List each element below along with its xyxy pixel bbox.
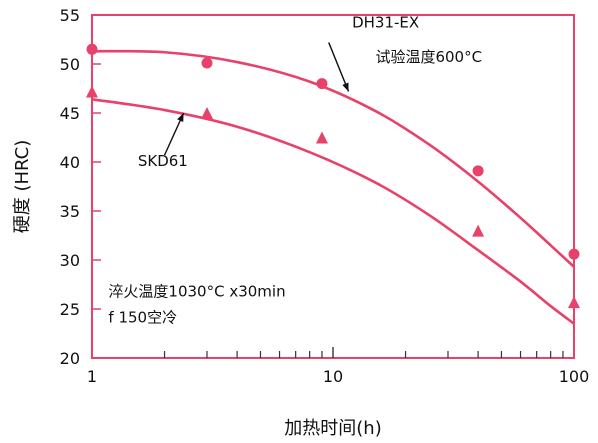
- data-point-dh31-ex: [201, 57, 213, 69]
- data-point-skd61: [472, 224, 485, 237]
- x-tick-label: 1: [87, 367, 97, 386]
- y-tick-label: 20: [60, 349, 80, 368]
- annotation-arrow-head: [177, 113, 184, 122]
- data-point-skd61: [315, 131, 328, 144]
- x-axis-title: 加热时间(h): [284, 418, 381, 439]
- data-point-dh31-ex: [316, 78, 328, 90]
- chart-annotation: f 150空冷: [108, 309, 177, 327]
- fit-curve-dh31-ex: [91, 49, 575, 268]
- chart-annotation: 试验温度600°C: [375, 48, 482, 66]
- data-point-skd61: [200, 107, 213, 119]
- chart-annotation: SKD61: [138, 152, 188, 170]
- y-tick-label: 25: [60, 300, 80, 319]
- plot-area-frame: [91, 14, 575, 359]
- data-point-dh31-ex: [472, 165, 484, 177]
- data-point-skd61: [86, 85, 98, 98]
- y-tick-label: 30: [60, 251, 80, 270]
- annotation-arrows: [163, 42, 350, 156]
- data-point-skd61: [568, 296, 580, 309]
- fit-curve-skd61: [91, 97, 575, 325]
- x-tick-label: 10: [323, 367, 343, 386]
- annotations: DH31-EX 试验温度600°C SKD61 淬火温度1030°C x30min f …: [108, 14, 482, 327]
- fit-curves: [91, 49, 575, 325]
- data-points: [86, 43, 580, 309]
- y-tick-label: 45: [60, 104, 80, 123]
- y-axis-title: 硬度 (HRC): [12, 140, 33, 233]
- annotation-arrow-line: [328, 42, 350, 92]
- y-tick-label: 50: [60, 55, 80, 74]
- x-tick-label: 100: [559, 367, 590, 386]
- chart-annotation: 淬火温度1030°C x30min: [108, 282, 285, 300]
- axis-ticks: [92, 63, 564, 358]
- chart-annotation: DH31-EX: [352, 14, 419, 32]
- y-tick-label: 35: [60, 202, 80, 221]
- y-tick-label: 40: [60, 153, 80, 172]
- y-tick-label: 55: [60, 6, 80, 25]
- data-point-dh31-ex: [568, 248, 580, 260]
- annotation-arrow-head: [342, 82, 349, 92]
- axis-tick-labels: 20 25 30 35 40 45 50 55 1 10 100: [60, 6, 590, 386]
- data-point-dh31-ex: [86, 43, 98, 55]
